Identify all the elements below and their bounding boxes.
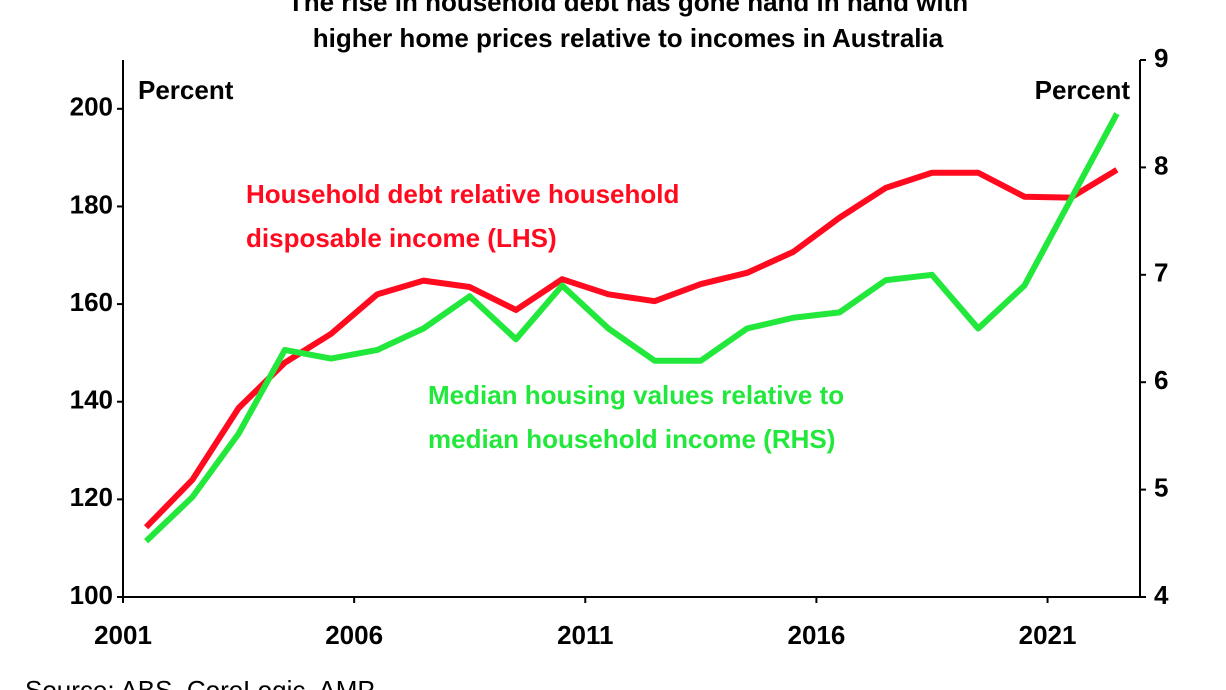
y-tick-label: 200 xyxy=(70,92,113,122)
chart-title: higher home prices relative to incomes i… xyxy=(313,23,944,53)
series-label: median household income (RHS) xyxy=(428,424,835,454)
y2-tick-label: 5 xyxy=(1154,472,1168,502)
y2-unit-label: Percent xyxy=(1035,75,1131,105)
x-tick-label: 2021 xyxy=(1019,620,1077,650)
series-label: Median housing values relative to xyxy=(428,380,844,410)
x-tick-label: 2001 xyxy=(94,620,152,650)
series-label: Household debt relative household xyxy=(246,179,679,209)
series-label: disposable income (LHS) xyxy=(246,223,557,253)
series-line xyxy=(143,167,1119,530)
y2-tick-label: 4 xyxy=(1154,580,1169,610)
y-tick-label: 100 xyxy=(70,580,113,610)
x-tick-label: 2011 xyxy=(557,620,613,650)
source-note: Source: ABS, CoreLogic, AMP xyxy=(25,675,375,690)
chart-title: The rise in household debt has gone hand… xyxy=(288,0,968,17)
x-tick-label: 2016 xyxy=(787,620,845,650)
series-line xyxy=(144,112,1120,544)
y2-tick-label: 6 xyxy=(1154,365,1168,395)
y-tick-label: 120 xyxy=(70,482,113,512)
x-tick-label: 2006 xyxy=(325,620,383,650)
y-unit-label: Percent xyxy=(138,75,234,105)
y-tick-label: 180 xyxy=(70,189,113,219)
y-tick-label: 140 xyxy=(70,385,113,415)
y2-tick-label: 8 xyxy=(1154,150,1168,180)
y2-tick-label: 9 xyxy=(1154,43,1168,73)
y2-tick-label: 7 xyxy=(1154,258,1168,288)
y-tick-label: 160 xyxy=(70,287,113,317)
